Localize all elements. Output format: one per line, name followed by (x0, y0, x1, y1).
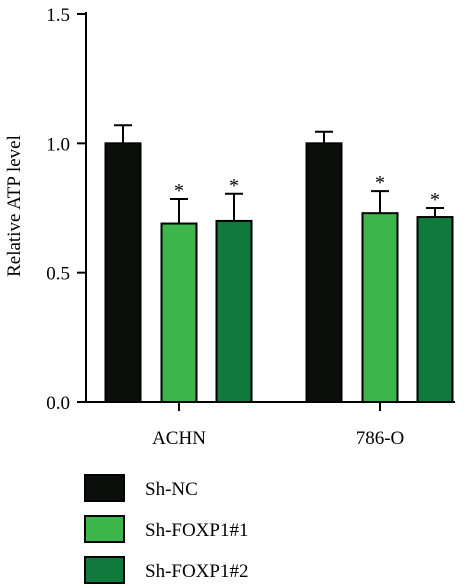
legend-swatch (84, 474, 125, 502)
bar (416, 216, 454, 403)
y-tick-label: 0.0 (46, 393, 70, 414)
chart-axes: 0.0 0.5 1.0 1.5 ACHN 786-O Relative ATP leve… (4, 5, 455, 449)
legend-label: Sh-NC (145, 479, 198, 500)
legend-label: Sh-FOXP1#1 (145, 520, 248, 541)
significance-marker: * (375, 172, 385, 194)
significance-marker: * (174, 180, 184, 202)
legend-swatch (84, 556, 125, 584)
bar (361, 212, 399, 403)
significance-marker: * (430, 189, 440, 211)
bars-group: * * * * (104, 124, 454, 403)
bar (215, 219, 253, 403)
x-ticks: ACHN 786-O (152, 402, 404, 449)
x-category-label: ACHN (152, 428, 206, 449)
y-tick-label: 1.0 (46, 134, 70, 155)
bar (104, 142, 142, 403)
legend-swatch (84, 515, 125, 543)
legend-label: Sh-FOXP1#2 (145, 561, 248, 582)
y-tick-label: 1.5 (46, 5, 70, 26)
significance-marker: * (229, 175, 239, 197)
bar (160, 222, 198, 403)
y-ticks: 0.0 0.5 1.0 1.5 (46, 5, 86, 414)
bar (305, 142, 343, 403)
legend: Sh-NC Sh-FOXP1#1 Sh-FOXP1#2 (84, 474, 248, 584)
y-axis-label: Relative ATP level (4, 135, 25, 277)
y-tick-label: 0.5 (46, 264, 70, 285)
x-category-label: 786-O (356, 428, 405, 449)
